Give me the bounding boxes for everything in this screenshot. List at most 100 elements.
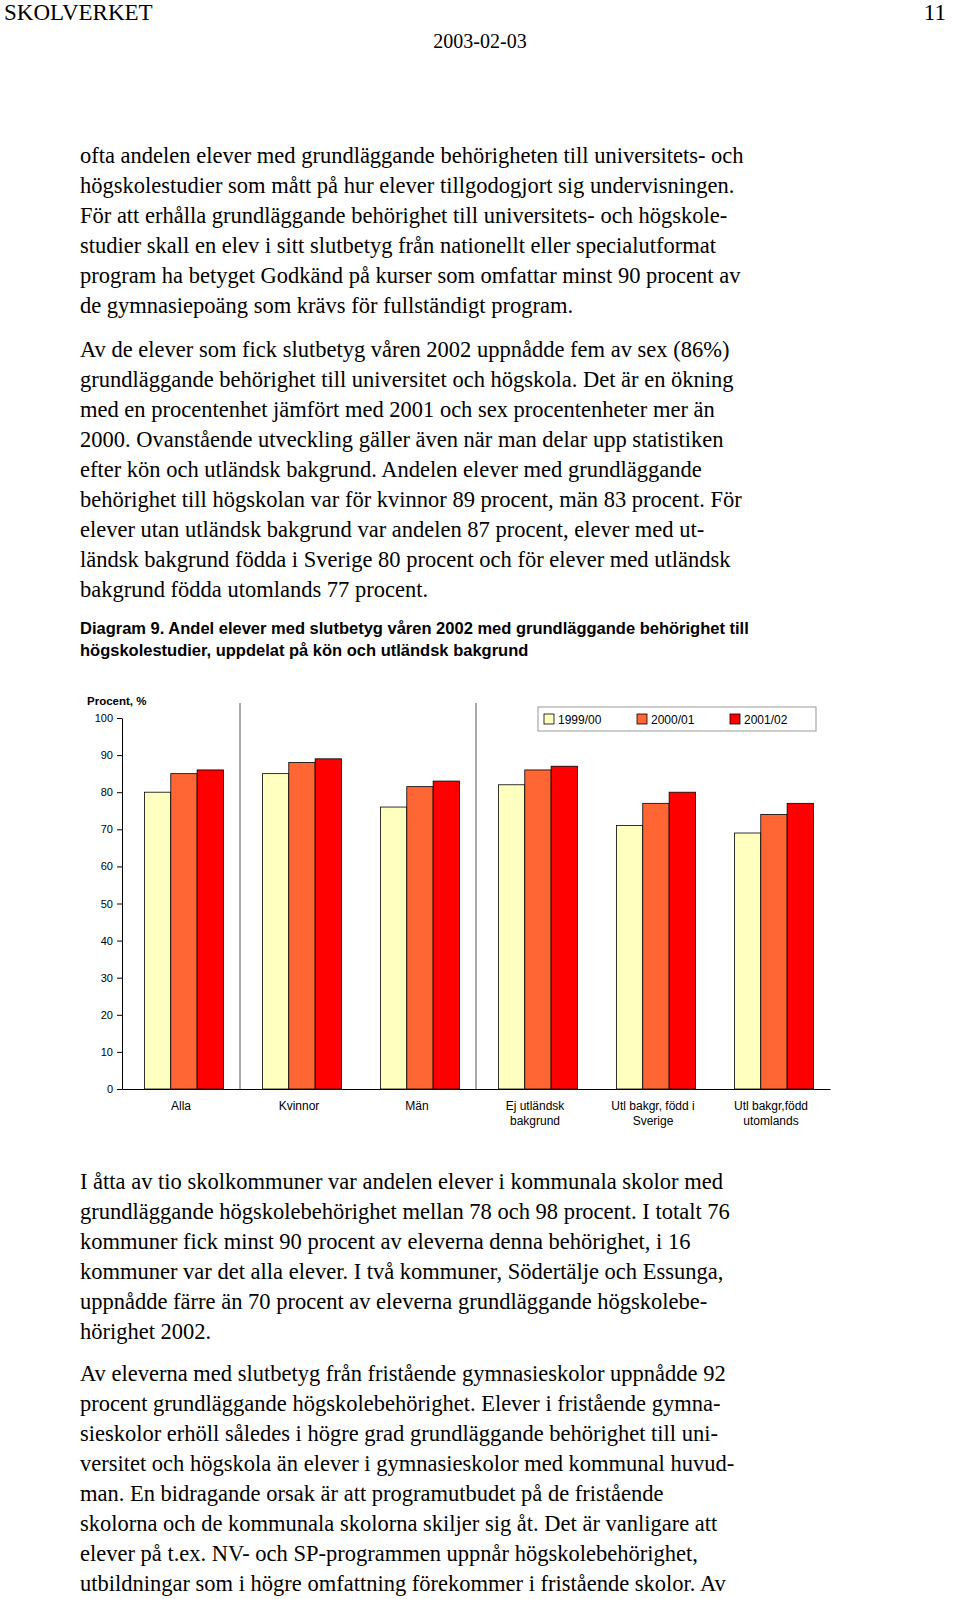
tick-label: 20	[101, 1009, 113, 1021]
tick-mark	[117, 718, 122, 719]
tick: 70	[101, 823, 122, 835]
tick-label: 0	[107, 1083, 113, 1095]
bar	[616, 826, 642, 1089]
text-line: Av de elever som fick slutbetyg våren 20…	[80, 335, 729, 365]
tick-mark	[117, 866, 122, 867]
legend-label: 1999/00	[558, 713, 602, 727]
bar	[525, 770, 551, 1089]
text-line: program ha betyget Godkänd på kurser som…	[80, 261, 740, 291]
tick: Kvinnor	[279, 1099, 320, 1113]
bar	[289, 763, 315, 1089]
bar	[262, 774, 288, 1089]
bar	[407, 787, 433, 1089]
tick-mark	[117, 1015, 122, 1016]
tick: 90	[101, 749, 122, 761]
tick: 30	[101, 972, 122, 984]
tick: Alla	[171, 1099, 191, 1113]
bar	[787, 803, 813, 1089]
text-line: sieskolor erhöll således i högre grad gr…	[80, 1419, 718, 1449]
text-line: elever på t.ex. NV- och SP-programmen up…	[80, 1539, 698, 1569]
bar	[433, 781, 459, 1089]
legend: 1999/002000/012001/02	[538, 707, 816, 731]
text-line: behörighet till högskolan var för kvinno…	[80, 485, 742, 515]
bar	[669, 792, 695, 1089]
text-line: hörighet 2002.	[80, 1317, 211, 1347]
tick-mark	[117, 792, 122, 793]
tick: Utl bakgr,föddutomlands	[734, 1099, 808, 1129]
tick-label: 30	[101, 972, 113, 984]
tick: 60	[101, 860, 122, 872]
text-line: grundläggande behörighet till universite…	[80, 365, 734, 395]
bar	[171, 774, 197, 1089]
tick-mark	[117, 904, 122, 905]
text-line: procent grundläggande högskolebehörighet…	[80, 1389, 720, 1419]
tick-label: 60	[101, 860, 113, 872]
tick-label: 50	[101, 898, 113, 910]
tick-label: Kvinnor	[279, 1099, 320, 1113]
legend-label: 2001/02	[744, 713, 788, 727]
bar	[761, 814, 787, 1089]
tick-label: 40	[101, 935, 113, 947]
text-line: kommuner var det alla elever. I två komm…	[80, 1257, 723, 1287]
text-line: I åtta av tio skolkommuner var andelen e…	[80, 1167, 723, 1197]
tick: 20	[101, 1009, 122, 1021]
tick: 50	[101, 898, 122, 910]
text-line: efter kön och utländsk bakgrund. Andelen…	[80, 455, 702, 485]
header-left: SKOLVERKET	[4, 0, 153, 26]
bars	[144, 759, 813, 1089]
tick-label: 80	[101, 786, 113, 798]
tick: Män	[405, 1099, 428, 1113]
text-line: skolorna och de kommunala skolorna skilj…	[80, 1509, 717, 1539]
text-line: grundläggande högskolebehörighet mellan …	[80, 1197, 730, 1227]
axis-line	[123, 1089, 831, 1090]
text-line: ländsk bakgrund födda i Sverige 80 proce…	[80, 545, 730, 575]
text-line: kommuner fick minst 90 procent av elever…	[80, 1227, 690, 1257]
bar	[380, 807, 406, 1089]
tick-label: 90	[101, 749, 113, 761]
text-line: med en procentenhet jämfört med 2001 och…	[80, 395, 715, 425]
tick: Ej utländskbakgrund	[506, 1099, 566, 1129]
legend-swatch	[730, 714, 740, 724]
tick-label: 70	[101, 823, 113, 835]
text-line: elever utan utländsk bakgrund var andele…	[80, 515, 704, 545]
bar	[551, 766, 577, 1089]
separator	[476, 703, 477, 1089]
text-line: bakgrund födda utomlands 77 procent.	[80, 575, 428, 605]
text-line: ofta andelen elever med grundläggande be…	[80, 141, 744, 171]
text-line: man. En bidragande orsak är att programu…	[80, 1479, 664, 1509]
tick-label: Alla	[171, 1099, 191, 1113]
bar	[144, 792, 170, 1089]
legend-box	[538, 707, 816, 731]
tick: 40	[101, 935, 122, 947]
bar	[197, 770, 223, 1089]
tick: 100	[95, 712, 122, 724]
tick-mark	[117, 755, 122, 756]
text-line: versitet och högskola än elever i gymnas…	[80, 1449, 734, 1479]
legend-swatch	[544, 714, 554, 724]
text-line: Av eleverna med slutbetyg från friståend…	[80, 1359, 726, 1389]
tick: 10	[101, 1046, 122, 1058]
text-line: utbildningar som i högre omfattning före…	[80, 1569, 726, 1599]
chart: 0 10 20 30 40 50 60 70 80 90 100 Alla Kvinnor Män Ej u…	[0, 0, 960, 1599]
tick-mark	[117, 829, 122, 830]
header-date: 2003-02-03	[0, 30, 960, 53]
tick-label: Män	[405, 1099, 428, 1113]
text-line: de gymnasiepoäng som krävs för fullständ…	[80, 291, 573, 321]
x-axis: Alla Kvinnor Män Ej utländskbakgrund Utl bak…	[123, 1090, 831, 1129]
y-axis: 0 10 20 30 40 50 60 70 80 90 100	[95, 712, 123, 1095]
axis-line	[122, 719, 123, 1090]
tick-mark	[117, 1052, 122, 1053]
tick-label: 100	[95, 712, 113, 724]
tick: Utl bakgr, född iSverige	[611, 1099, 694, 1129]
bar	[315, 759, 341, 1089]
tick-label: Ej utländskbakgrund	[506, 1099, 566, 1129]
chart-title: Diagram 9. Andel elever med slutbetyg vå…	[80, 617, 855, 661]
tick: 80	[101, 786, 122, 798]
page-number: 11	[924, 0, 946, 26]
text-line: uppnådde färre än 70 procent av eleverna…	[80, 1287, 707, 1317]
text-line: studier skall en elev i sitt slutbetyg f…	[80, 231, 716, 261]
tick-label: Utl bakgr,föddutomlands	[734, 1099, 808, 1129]
tick-mark	[117, 1089, 122, 1090]
bar	[643, 803, 669, 1089]
tick-label: 10	[101, 1046, 113, 1058]
